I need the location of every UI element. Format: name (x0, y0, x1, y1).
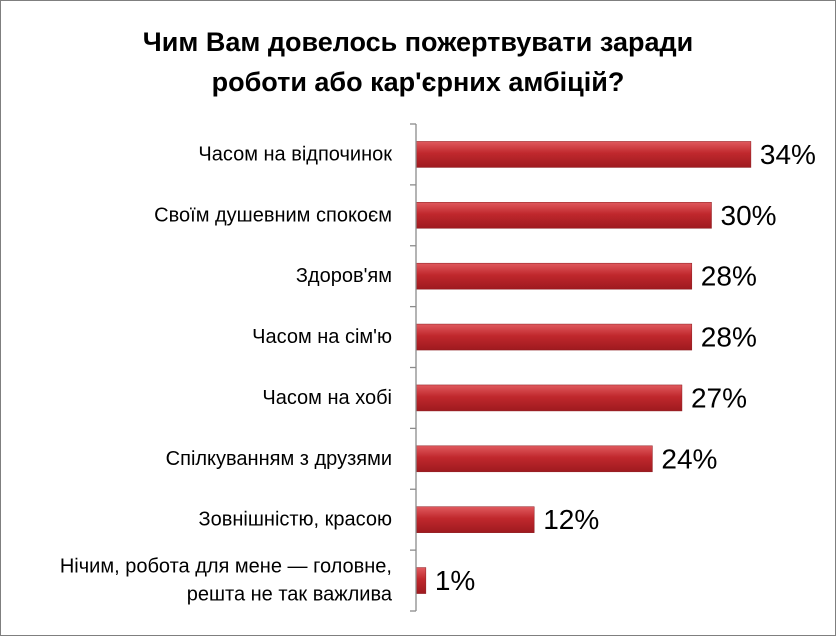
bar-2 (415, 202, 712, 229)
bar-4 (415, 323, 693, 351)
value-label-7: 12% (543, 504, 599, 535)
bar-7 (415, 506, 535, 533)
bar-1 (415, 141, 752, 168)
category-label-8: Нічим, робота для мене — головне, решта н… (60, 556, 393, 606)
category-label-6: Спілкуванням з друзями (166, 448, 392, 470)
category-label-2: Своїм душевним спокоєм (154, 204, 392, 226)
value-label-4: 28% (701, 322, 757, 353)
bar-3 (415, 262, 693, 290)
chart-title-line-1: Чим Вам довелось пожертвувати заради (142, 27, 694, 57)
value-label-3: 28% (701, 261, 757, 292)
bar-8 (415, 567, 427, 594)
category-label-1: Часом на відпочинок (198, 143, 392, 165)
value-label-8: 1% (435, 565, 475, 596)
bar-5 (415, 384, 683, 412)
chart-title: Чим Вам довелось пожертвувати заради роб… (0, 22, 836, 102)
value-label-6: 24% (661, 443, 717, 474)
category-label-7: Зовнішністю, красою (199, 509, 392, 531)
bar-6 (415, 445, 653, 473)
value-label-2: 30% (721, 200, 777, 231)
category-label-4: Часом на сім'ю (252, 326, 392, 348)
value-label-1: 34% (760, 139, 816, 170)
category-label-3: Здоров'ям (296, 265, 392, 287)
chart-title-line-2: роботи або кар'єрних амбіцій? (211, 67, 625, 97)
category-label-5: Часом на хобі (262, 387, 392, 409)
value-label-5: 27% (691, 382, 747, 413)
